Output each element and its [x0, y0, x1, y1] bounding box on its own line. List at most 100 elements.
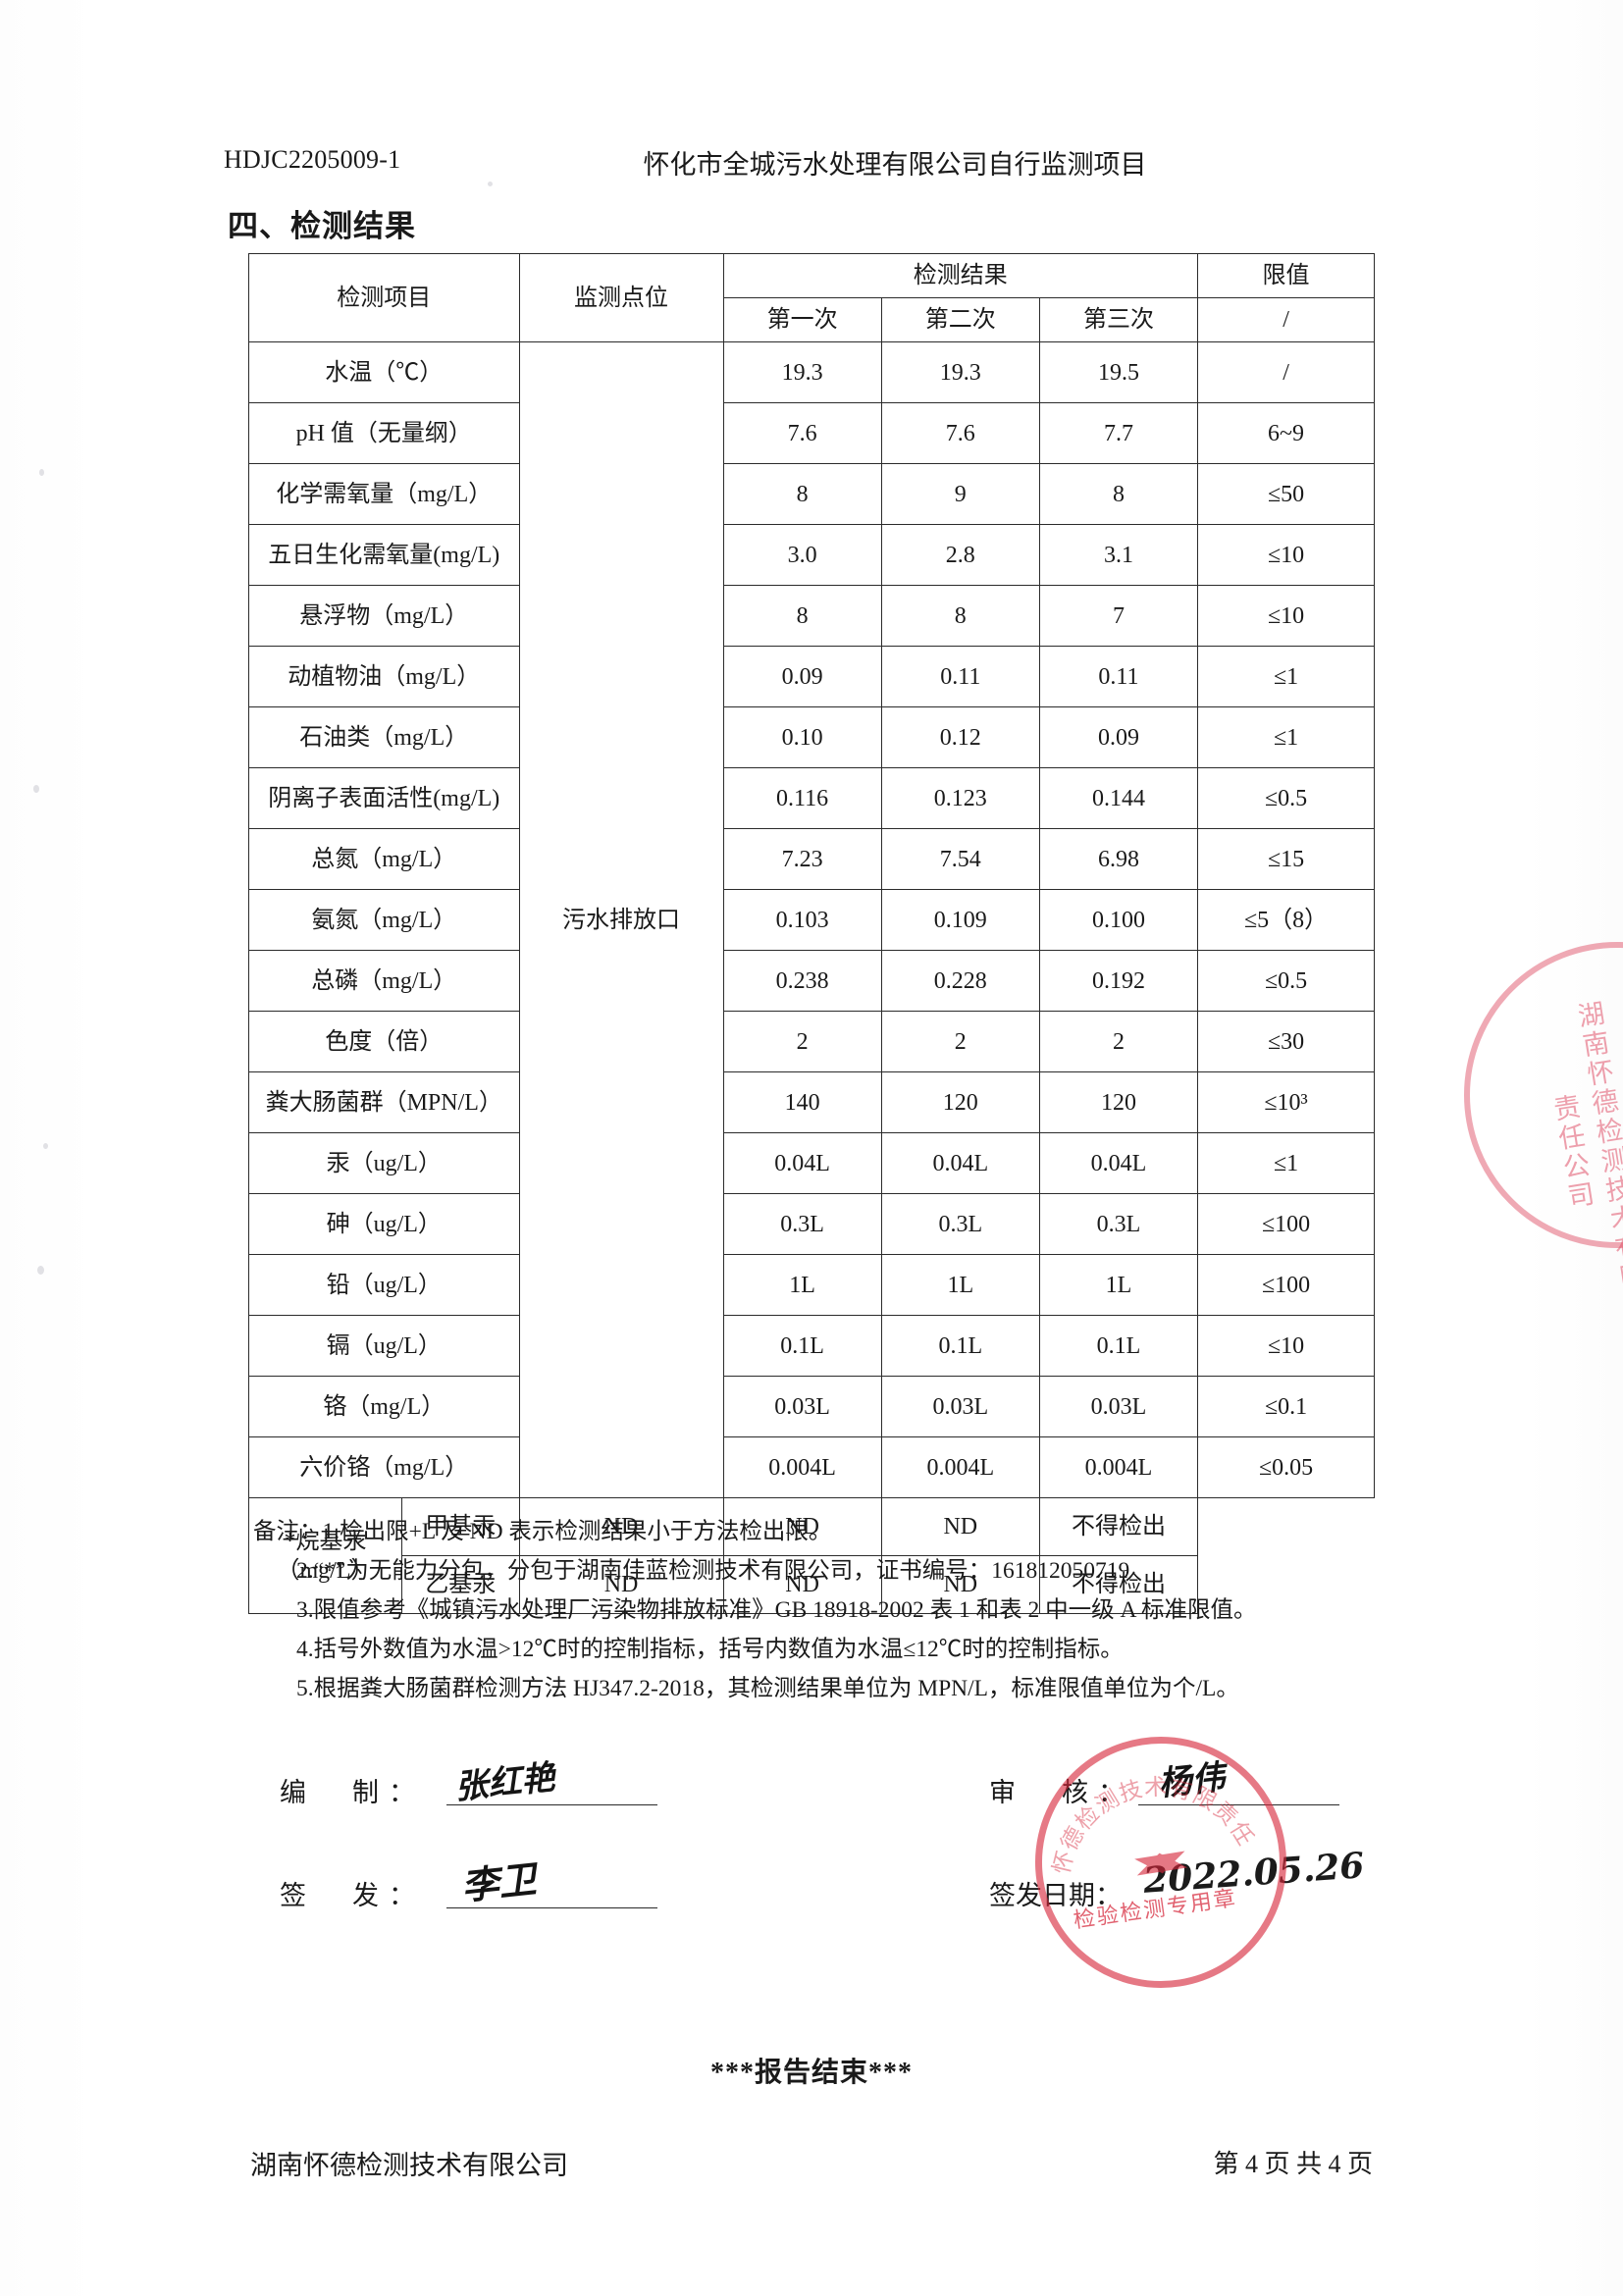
cell-run1: 0.103 — [722, 889, 882, 951]
cell-run1: 0.10 — [722, 706, 882, 768]
official-seal-ring — [1017, 1718, 1305, 2007]
alkyl-name: *烷基汞 — [284, 1528, 367, 1554]
cell-run2: 0.12 — [880, 706, 1040, 768]
table-row: 五日生化需氧量(mg/L) 3.0 2.8 3.1 ≤10 — [248, 524, 1375, 586]
table-row: 水温（℃） 污水排放口 19.3 19.3 19.5 / — [248, 341, 1375, 1498]
table-row: pH 值（无量纲） 7.6 7.6 7.7 6~9 — [248, 402, 1375, 464]
cell-run3: 0.3L — [1038, 1193, 1199, 1255]
th-run-3: 第三次 — [1038, 297, 1199, 342]
table-row: 粪大肠菌群（MPN/L） 140 120 120 ≤10³ — [248, 1071, 1375, 1133]
cell-run2: 0.11 — [880, 646, 1040, 707]
cell-limit: ≤0.1 — [1197, 1376, 1375, 1437]
th-point: 监测点位 — [518, 253, 724, 342]
table-row: 砷（ug/L） 0.3L 0.3L 0.3L ≤100 — [248, 1193, 1375, 1255]
cell-item: 总磷（mg/L） — [248, 950, 520, 1012]
header-title: 怀化市全城污水处理有限公司自行监测项目 — [643, 150, 1147, 180]
cell-run3: 0.11 — [1038, 646, 1199, 707]
table-row-alkyl: *烷基汞 （mg/L） 甲基汞 ND ND ND 不得检出 — [248, 1497, 1375, 1614]
cell-item: 铅（ug/L） — [248, 1254, 520, 1316]
cell-limit: 6~9 — [1197, 402, 1375, 464]
cell-run1: 2 — [722, 1011, 882, 1072]
scan-speck — [488, 182, 493, 186]
table-row: 铅（ug/L） 1L 1L 1L ≤100 — [248, 1254, 1375, 1316]
cell-run1: 7.23 — [722, 828, 882, 890]
cell-run1: 7.6 — [722, 402, 882, 464]
cell-limit: ≤10 — [1197, 524, 1375, 586]
cell-limit: ≤100 — [1197, 1193, 1375, 1255]
scan-speck — [43, 1143, 48, 1149]
table-row: 石油类（mg/L） 0.10 0.12 0.09 ≤1 — [248, 706, 1375, 768]
cell-run1: 8 — [722, 585, 882, 647]
issued-by-label: 签 发： — [280, 1881, 425, 1910]
th-limit-value: / — [1197, 297, 1375, 342]
cell-alkyl-sub: 乙基汞 — [400, 1555, 520, 1614]
cell-run1: 1L — [722, 1254, 882, 1316]
cell-run3: 2 — [1038, 1011, 1199, 1072]
table-row: 悬浮物（mg/L） 8 8 7 ≤10 — [248, 585, 1375, 647]
cell-run1: 140 — [722, 1071, 882, 1133]
cell-run2: ND — [722, 1555, 882, 1614]
cell-limit: ≤1 — [1197, 1132, 1375, 1194]
cell-item: 镉（ug/L） — [248, 1315, 520, 1377]
cell-run1: ND — [518, 1555, 724, 1614]
cell-item: 氨氮（mg/L） — [248, 889, 520, 951]
cell-item: 六价铬（mg/L） — [248, 1436, 520, 1498]
table-row: 阴离子表面活性(mg/L) 0.116 0.123 0.144 ≤0.5 — [248, 767, 1375, 829]
cell-item: 砷（ug/L） — [248, 1193, 520, 1255]
cell-item: 阴离子表面活性(mg/L) — [248, 767, 520, 829]
note-line: 备注：1.检出限+L 及 ND 表示检测结果小于方法检出限。 — [253, 1519, 1391, 1544]
cell-run2: ND — [722, 1497, 882, 1556]
results-table: 检测项目 监测点位 检测结果 限值 第一次 第二次 第三次 / 水温（℃） 污水… — [248, 253, 1375, 1614]
table-row: 总磷（mg/L） 0.238 0.228 0.192 ≤0.5 — [248, 950, 1375, 1012]
cell-run2: 0.004L — [880, 1436, 1040, 1498]
cell-run1: 0.04L — [722, 1132, 882, 1194]
cell-run3: ND — [880, 1555, 1040, 1614]
table-row: 铬（mg/L） 0.03L 0.03L 0.03L ≤0.1 — [248, 1376, 1375, 1437]
cell-item: pH 值（无量纲） — [248, 402, 520, 464]
cell-item: 化学需氧量（mg/L） — [248, 463, 520, 525]
table-row: 六价铬（mg/L） 0.004L 0.004L 0.004L ≤0.05 — [248, 1436, 1375, 1498]
cell-run1: 0.09 — [722, 646, 882, 707]
scan-speck — [37, 1266, 44, 1275]
cell-limit: ≤0.5 — [1197, 950, 1375, 1012]
cell-item: 总氮（mg/L） — [248, 828, 520, 890]
th-run-1: 第一次 — [722, 297, 882, 342]
cell-limit: 不得检出 — [1038, 1555, 1199, 1614]
cell-item: 色度（倍） — [248, 1011, 520, 1072]
cell-run2: 7.6 — [880, 402, 1040, 464]
footer-company: 湖南怀德检测技术有限公司 — [250, 2151, 568, 2180]
issued-by-rule — [446, 1907, 657, 1908]
note-line: 2.“*”为无能力分包，分包于湖南佳蓝检测技术有限公司，证书编号：1618120… — [296, 1557, 1130, 1584]
cell-run1: 19.3 — [722, 341, 882, 403]
cell-run3: 0.1L — [1038, 1315, 1199, 1377]
note-line: 4.括号外数值为水温>12℃时的控制指标，括号内数值为水温≤12℃时的控制指标。 — [296, 1636, 1124, 1662]
table-row-alkyl: 乙基汞 ND ND ND 不得检出 — [249, 1555, 1375, 1614]
cell-monitor-point: 污水排放口 — [518, 341, 724, 1498]
notes-block: 备注：1.检出限+L 及 ND 表示检测结果小于方法检出限。 2.“*”为无能力… — [253, 1519, 1391, 1717]
cell-run2: 0.3L — [880, 1193, 1040, 1255]
cell-run3: ND — [880, 1497, 1040, 1556]
scan-speck — [39, 469, 44, 476]
cell-run2: 7.54 — [880, 828, 1040, 890]
th-results-group: 检测结果 — [722, 253, 1199, 298]
cell-run2: 2 — [880, 1011, 1040, 1072]
cell-run1: 3.0 — [722, 524, 882, 586]
cell-limit: / — [1197, 341, 1375, 403]
cell-run3: 0.192 — [1038, 950, 1199, 1012]
table-row: 动植物油（mg/L） 0.09 0.11 0.11 ≤1 — [248, 646, 1375, 707]
cell-item: 石油类（mg/L） — [248, 706, 520, 768]
th-limit: 限值 — [1197, 253, 1375, 298]
prepared-by-rule — [446, 1804, 657, 1805]
cell-run2: 0.109 — [880, 889, 1040, 951]
cell-limit: ≤15 — [1197, 828, 1375, 890]
cell-limit: ≤0.05 — [1197, 1436, 1375, 1498]
table-row: 氨氮（mg/L） 0.103 0.109 0.100 ≤5（8） — [248, 889, 1375, 951]
cell-item: 粪大肠菌群（MPN/L） — [248, 1071, 520, 1133]
cell-run2: 19.3 — [880, 341, 1040, 403]
note-text: 1.检出限+L 及 ND 表示检测结果小于方法检出限。 — [322, 1519, 832, 1544]
cell-run2: 0.123 — [880, 767, 1040, 829]
cell-run2: 2.8 — [880, 524, 1040, 586]
cell-run3: 0.144 — [1038, 767, 1199, 829]
cell-limit: ≤1 — [1197, 646, 1375, 707]
cell-limit: ≤100 — [1197, 1254, 1375, 1316]
